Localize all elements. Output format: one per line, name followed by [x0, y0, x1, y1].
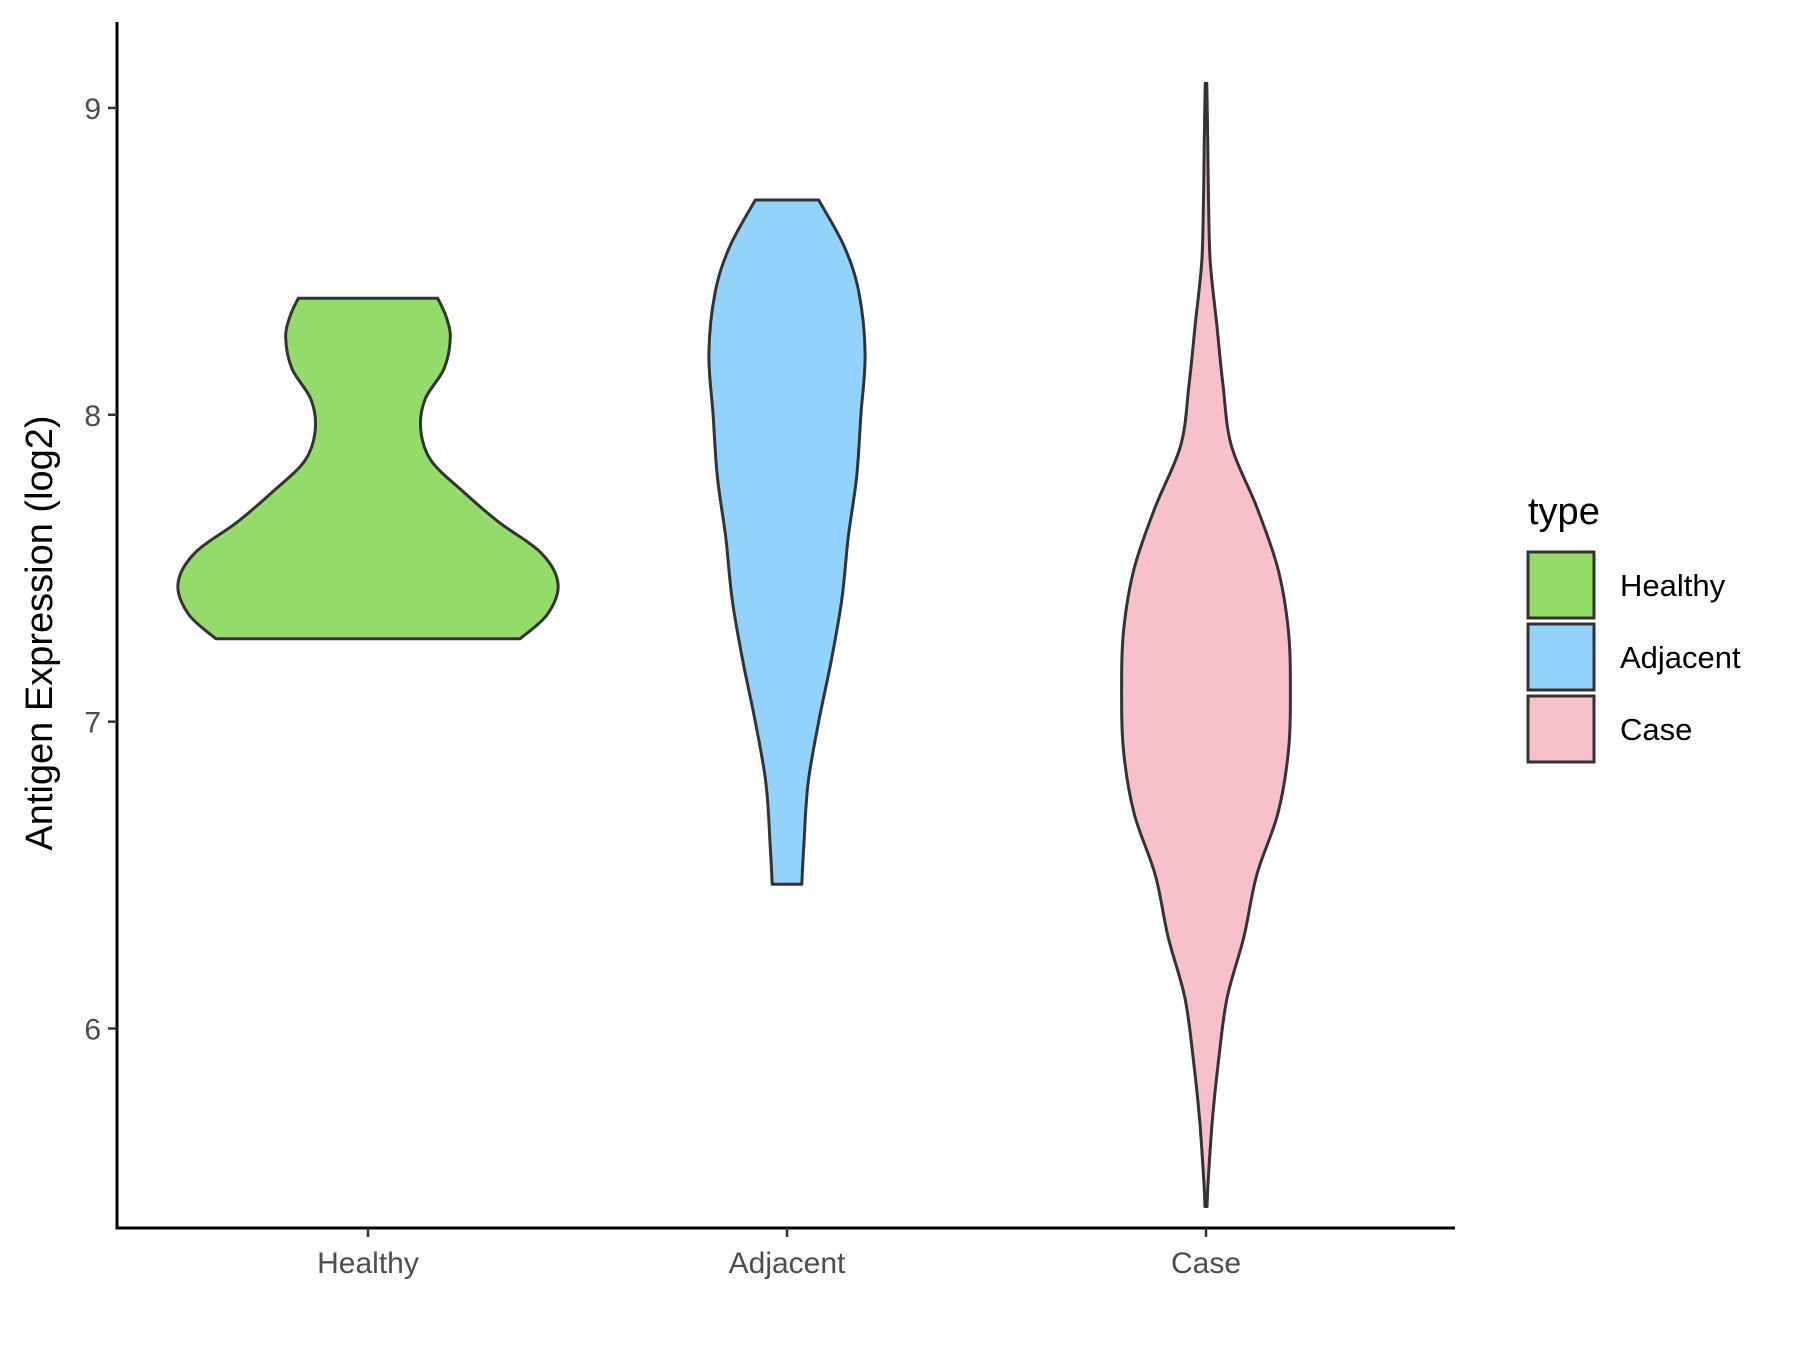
legend-key-healthy: [1526, 550, 1596, 620]
violin-case: [1120, 81, 1292, 1208]
x-axis: Healthy Adjacent Case: [115, 1226, 1455, 1280]
violins: [176, 81, 1292, 1208]
y-axis: 6 7 8 9: [84, 22, 119, 1228]
legend-label-adjacent: Adjacent: [1620, 640, 1741, 675]
y-axis-title: Antigen Expression (log2): [19, 415, 61, 850]
legend-key-case: [1526, 694, 1596, 764]
y-tick-label: 6: [84, 1014, 101, 1047]
y-tick-label: 7: [84, 707, 101, 740]
legend-label-case: Case: [1620, 712, 1692, 747]
legend-key-adjacent: [1526, 622, 1596, 692]
legend: type Healthy Adjacent Case: [1526, 491, 1741, 764]
y-tick-label: 8: [84, 400, 101, 433]
legend-title: type: [1528, 491, 1600, 533]
x-tick-label-adjacent: Adjacent: [729, 1247, 846, 1280]
x-tick-label-case: Case: [1171, 1247, 1241, 1280]
x-tick-label-healthy: Healthy: [317, 1247, 419, 1280]
legend-label-healthy: Healthy: [1620, 568, 1726, 603]
violin-healthy: [176, 296, 560, 641]
y-tick-label: 9: [84, 93, 101, 126]
violin-adjacent: [707, 198, 867, 886]
